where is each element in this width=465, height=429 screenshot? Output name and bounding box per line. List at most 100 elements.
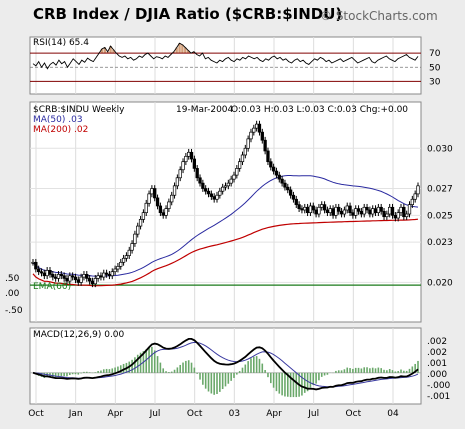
candle-body [283, 182, 287, 188]
candle-body [334, 206, 338, 216]
candle-body [96, 275, 100, 279]
candle-body [90, 280, 95, 285]
candle-body [204, 188, 208, 192]
x-tick-label: Apr [108, 409, 124, 419]
candle-body [286, 186, 290, 191]
candle-body [388, 206, 392, 215]
candle-body [300, 208, 304, 211]
candle-body [85, 274, 89, 279]
y-tick-label: 0.025 [427, 211, 453, 221]
candle-body [206, 190, 211, 195]
candle-body [155, 197, 160, 207]
candle-body [82, 274, 86, 278]
candle-body [226, 182, 230, 187]
candle-body [141, 212, 146, 220]
watermark: © StockCharts.com [320, 9, 438, 23]
candle-body [254, 123, 259, 129]
candle-body [399, 206, 403, 214]
candle-body [104, 272, 109, 275]
candle-body [260, 131, 264, 141]
candle-body [68, 275, 72, 282]
candle-body [164, 208, 168, 216]
rsi-tick-label: 70 [429, 49, 441, 59]
y-tick-label: 0.030 [427, 144, 453, 154]
x-tick-label: Oct [187, 409, 203, 419]
candle-body [311, 205, 315, 211]
main-symbol-label: $CRB:$INDU Weekly [33, 105, 125, 115]
candle-body [150, 188, 154, 195]
candle-body [410, 198, 414, 205]
rsi-line [32, 42, 419, 70]
candle-body [51, 274, 55, 278]
candle-body [325, 209, 330, 214]
candle-body [331, 208, 335, 216]
candle-body [172, 185, 177, 196]
candle-body [252, 127, 256, 133]
main-layer [30, 120, 421, 288]
candle-body [373, 208, 378, 214]
candle-body [116, 265, 120, 270]
candle-body [184, 155, 188, 163]
candle-body [354, 208, 358, 216]
candle-body [181, 161, 185, 171]
candle-body [99, 275, 103, 278]
macd-tick-label: .000 [427, 370, 447, 380]
candle-body [345, 205, 349, 211]
candle-body [342, 209, 347, 215]
candle-body [257, 123, 262, 133]
left-tick-label: .00 [5, 289, 20, 299]
candle-body [291, 194, 296, 200]
candle-body [65, 278, 69, 282]
candle-body [402, 206, 406, 218]
candle-body [393, 215, 398, 219]
candle-body [138, 219, 143, 227]
macd-tick-label: -.000 [427, 381, 451, 391]
x-tick-label: Apr [266, 409, 282, 419]
candle-body [121, 257, 126, 263]
ma200-label: MA(200) .02 [33, 125, 88, 135]
y-tick-label: 0.020 [427, 278, 453, 288]
candle-body [187, 151, 191, 157]
candle-body [201, 182, 205, 189]
candle-body [34, 261, 38, 270]
candle-body [170, 194, 174, 203]
candle-body [232, 174, 236, 180]
macd-line [32, 338, 419, 391]
candle-body [144, 202, 148, 214]
candle-body [73, 276, 78, 281]
candle-body [382, 210, 386, 218]
candle-body [390, 206, 395, 216]
candle-body [198, 177, 202, 184]
x-tick-label: Jan [68, 409, 83, 419]
candle-body [87, 278, 92, 282]
candle-body [328, 208, 332, 214]
candle-body [130, 243, 134, 251]
candle-body [271, 166, 276, 172]
candle-body [189, 151, 194, 160]
candle-body [178, 169, 182, 179]
candle-body [379, 206, 383, 212]
candle-body [218, 190, 222, 196]
candle-body [337, 206, 341, 212]
candle-body [396, 212, 400, 219]
candle-body [53, 276, 58, 279]
x-tick-label: Jul [149, 409, 161, 419]
candle-body [277, 174, 281, 180]
rsi-label: RSI(14) 65.4 [33, 38, 89, 48]
x-tick-label: Jul [307, 409, 319, 419]
candle-body [356, 208, 361, 212]
candle-body [365, 206, 369, 211]
candle-body [269, 161, 273, 168]
macd-tick-label: .001 [427, 359, 447, 369]
candle-body [314, 209, 318, 215]
candle-body [39, 271, 44, 274]
candle-body [42, 272, 46, 277]
ma200-line [32, 218, 419, 287]
candle-body [266, 150, 270, 163]
candle-body [229, 178, 233, 184]
candle-body [407, 204, 412, 215]
candle-body [158, 205, 163, 214]
candle-body [317, 206, 321, 215]
candle-body [37, 268, 41, 273]
candle-body [351, 212, 355, 216]
